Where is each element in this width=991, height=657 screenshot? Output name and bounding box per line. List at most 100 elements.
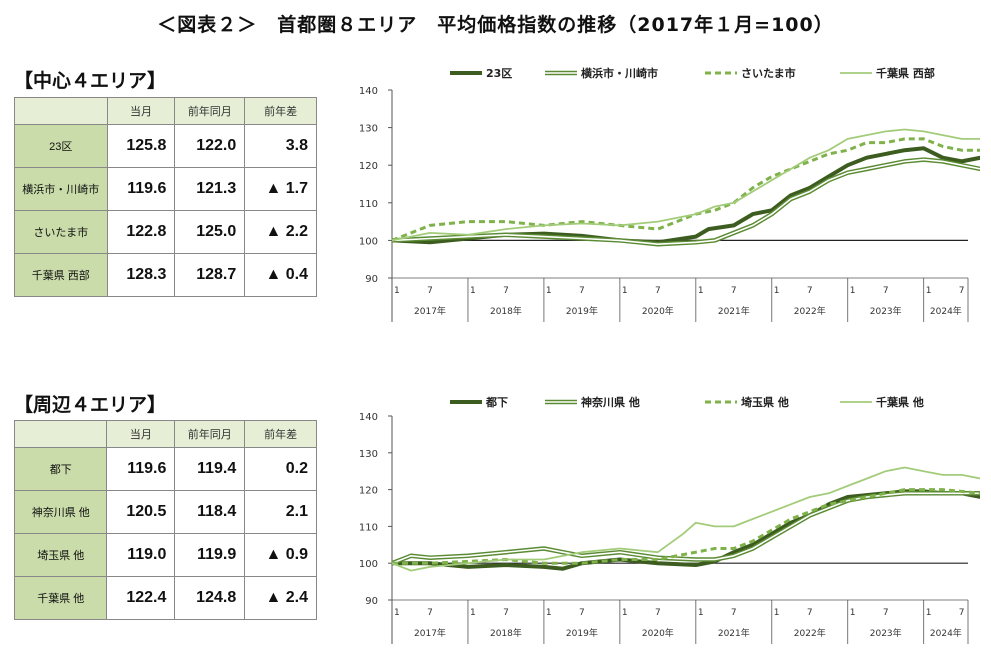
- cell-diff: ▲ 2.2: [244, 210, 317, 254]
- month-tick-label: 1: [774, 286, 780, 296]
- y-tick-label: 100: [359, 236, 378, 247]
- cell-diff: ▲ 0.9: [244, 533, 317, 577]
- legend-label: 埼玉県 他: [741, 395, 789, 409]
- y-tick-label: 120: [359, 161, 378, 172]
- y-tick-label: 110: [359, 199, 378, 210]
- year-label: 2023年: [870, 305, 902, 317]
- table-row: 千葉県 西部 128.3 128.7 ▲ 0.4: [14, 253, 317, 297]
- cell-prev: 122.0: [174, 124, 246, 168]
- year-label: 2021年: [718, 305, 750, 317]
- year-label: 2019年: [566, 305, 598, 317]
- cell-prev: 128.7: [174, 253, 246, 297]
- month-tick-label: 1: [926, 286, 932, 296]
- month-tick-label: 1: [546, 608, 552, 618]
- month-tick-label: 7: [579, 608, 585, 618]
- month-tick-label: 7: [427, 608, 433, 618]
- month-tick-label: 7: [959, 286, 965, 296]
- month-tick-label: 1: [850, 286, 856, 296]
- month-tick-label: 7: [807, 608, 813, 618]
- month-tick-label: 1: [470, 608, 476, 618]
- month-tick-label: 7: [503, 608, 509, 618]
- y-tick-label: 90: [365, 274, 378, 285]
- month-tick-label: 1: [698, 286, 704, 296]
- series-line-4: [391, 128, 980, 242]
- month-tick-label: 1: [622, 286, 628, 296]
- year-label: 2022年: [794, 305, 826, 317]
- cell-prev: 125.0: [174, 210, 246, 254]
- row-label: 千葉県 他: [13, 576, 108, 620]
- year-label: 2019年: [566, 627, 598, 639]
- legend-label: 都下: [485, 395, 508, 409]
- month-tick-label: 7: [883, 286, 889, 296]
- year-label: 2018年: [490, 305, 522, 317]
- legend-label: さいたま市: [741, 66, 796, 80]
- legend-label: 千葉県 西部: [876, 66, 935, 80]
- table-header-prev-year: 前年同月: [174, 97, 246, 125]
- y-tick-label: 140: [359, 86, 378, 97]
- series-line-1: [391, 146, 980, 245]
- center-area-line-chart: 90 100 110 120 130 140 1 7 2017年 1 7 2018年 1 7 2019年 1 7…: [359, 66, 980, 322]
- section-title-center: 【中心４エリア】: [14, 70, 167, 92]
- section-title-periphery: 【周辺４エリア】: [14, 394, 167, 416]
- page-title: ＜図表２＞ 首都圏８エリア 平均価格指数の推移（2017年１月=100）: [157, 14, 834, 36]
- center-area-table: 当月 前年同月 前年差 23区 125.8 122.0 3.8 横浜市・川崎市 119.…: [14, 97, 317, 297]
- cell-current: 119.0: [106, 533, 176, 577]
- year-label: 2022年: [794, 627, 826, 639]
- cell-diff: ▲ 2.4: [244, 576, 317, 620]
- y-tick-label: 140: [359, 412, 378, 423]
- month-tick-label: 1: [394, 286, 400, 296]
- table-header-prev-year: 前年同月: [174, 420, 246, 448]
- cell-diff: 0.2: [244, 447, 317, 491]
- cell-diff: ▲ 1.7: [244, 167, 317, 211]
- month-tick-label: 1: [470, 286, 476, 296]
- y-tick-label: 130: [359, 124, 378, 135]
- month-tick-label: 7: [655, 608, 661, 618]
- table-row: 横浜市・川崎市 119.6 121.3 ▲ 1.7: [14, 167, 317, 211]
- y-tick-label: 100: [359, 559, 378, 570]
- year-label: 2020年: [642, 305, 674, 317]
- cell-prev: 124.8: [174, 576, 246, 620]
- month-tick-label: 1: [698, 608, 704, 618]
- month-tick-label: 1: [622, 608, 628, 618]
- periphery-area-line-chart: 90 100 110 120 130 140 1 7 2017年 1 7 2018年 1 7 2019年 1 7…: [359, 395, 980, 644]
- table-row: 埼玉県 他 119.0 119.9 ▲ 0.9: [13, 533, 317, 577]
- month-tick-label: 1: [850, 608, 856, 618]
- periphery-area-table: 当月 前年同月 前年差 都下 119.6 119.4 0.2 神奈川県 他 120.5 1…: [13, 420, 317, 620]
- month-tick-label: 7: [731, 608, 737, 618]
- month-tick-label: 1: [394, 608, 400, 618]
- cell-current: 125.8: [106, 124, 176, 168]
- cell-prev: 118.4: [174, 490, 246, 534]
- y-tick-label: 110: [359, 522, 378, 533]
- series-line-2: [391, 157, 980, 247]
- year-label: 2021年: [718, 627, 750, 639]
- year-label: 2023年: [870, 627, 902, 639]
- table-header-current: 当月: [106, 420, 176, 448]
- series-line-2-inner: [391, 158, 980, 245]
- row-label: 千葉県 西部: [14, 253, 108, 297]
- cell-prev: 121.3: [174, 167, 246, 211]
- legend-label: 横浜市・川崎市: [581, 66, 658, 80]
- cell-current: 122.4: [106, 576, 176, 620]
- legend-label: 千葉県 他: [876, 395, 924, 409]
- month-tick-label: 1: [546, 286, 552, 296]
- table-row: 23区 125.8 122.0 3.8: [14, 124, 317, 168]
- year-label: 2018年: [490, 627, 522, 639]
- row-label: 横浜市・川崎市: [14, 167, 108, 211]
- table-row: 千葉県 他 122.4 124.8 ▲ 2.4: [13, 576, 317, 620]
- row-label: 神奈川県 他: [13, 490, 108, 534]
- cell-diff: ▲ 0.4: [244, 253, 317, 297]
- table-row: 神奈川県 他 120.5 118.4 2.1: [13, 490, 317, 534]
- row-label: 埼玉県 他: [13, 533, 108, 577]
- year-label: 2020年: [642, 627, 674, 639]
- row-label: さいたま市: [14, 210, 108, 254]
- cell-current: 128.3: [106, 253, 176, 297]
- month-tick-label: 7: [731, 286, 737, 296]
- month-tick-label: 7: [655, 286, 661, 296]
- table-header-diff: 前年差: [244, 420, 317, 448]
- cell-current: 119.6: [106, 447, 176, 491]
- month-tick-label: 7: [503, 286, 509, 296]
- table-row: 都下 119.6 119.4 0.2: [13, 447, 317, 491]
- series-line-4: [391, 466, 980, 572]
- legend-label: 23区: [486, 67, 512, 80]
- cell-diff: 2.1: [244, 490, 317, 534]
